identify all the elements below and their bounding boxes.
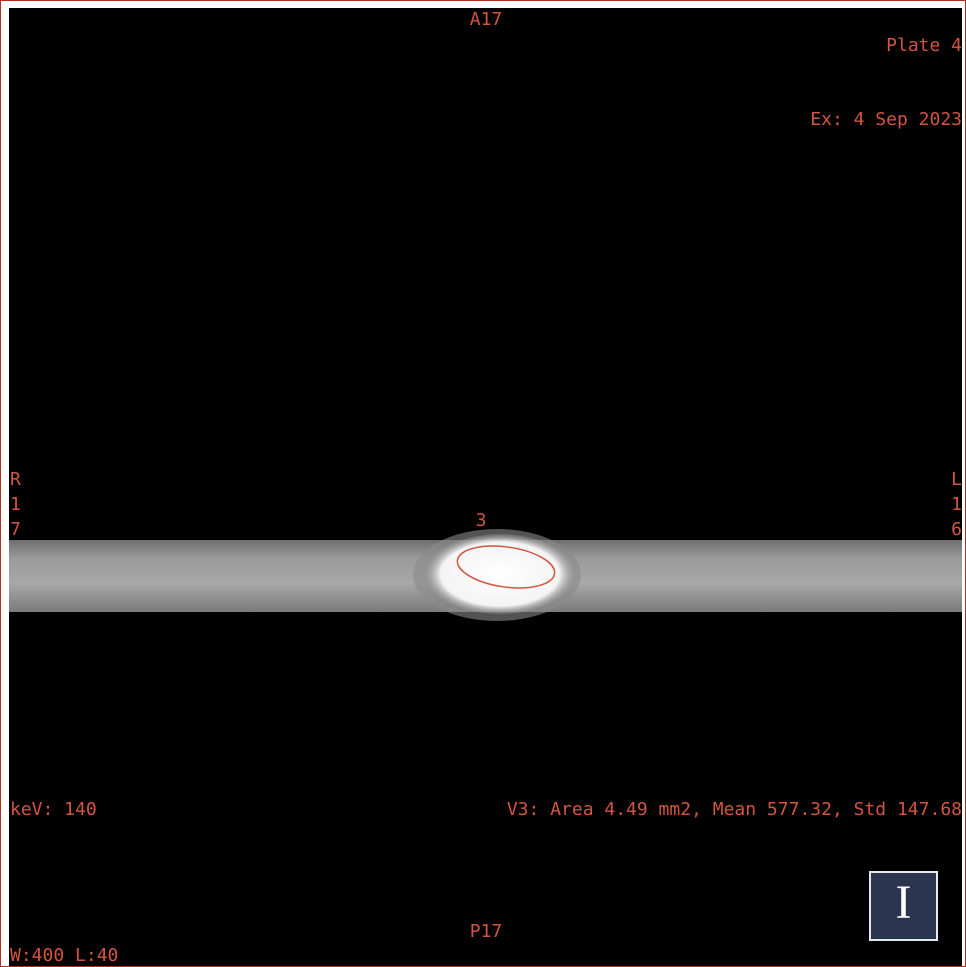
bottom-label: P17: [470, 921, 503, 942]
ct-viewer: A17 Plate 4 Ex: 4 Sep 2023 R 1 7 L 1 6 3…: [0, 0, 966, 967]
exam-date: Ex: 4 Sep 2023: [810, 109, 962, 130]
roi-label: 3: [476, 510, 487, 531]
orientation-left: R: [10, 469, 21, 490]
energy: keV: 140: [10, 799, 97, 820]
window-level: W:400 L:40: [10, 945, 118, 966]
orientation-right: 6: [951, 519, 962, 540]
orientation-left: 7: [10, 519, 21, 540]
roi-stats: V3: Area 4.49 mm2, Mean 577.32, Std 147.…: [507, 799, 962, 820]
orientation-left: 1: [10, 494, 21, 515]
orientation-right: 1: [951, 494, 962, 515]
plate: Plate 4: [886, 35, 962, 56]
logo: I: [896, 876, 912, 929]
orientation-right: L: [951, 469, 962, 490]
top-label: A17: [470, 9, 503, 30]
image-area: [9, 8, 962, 966]
